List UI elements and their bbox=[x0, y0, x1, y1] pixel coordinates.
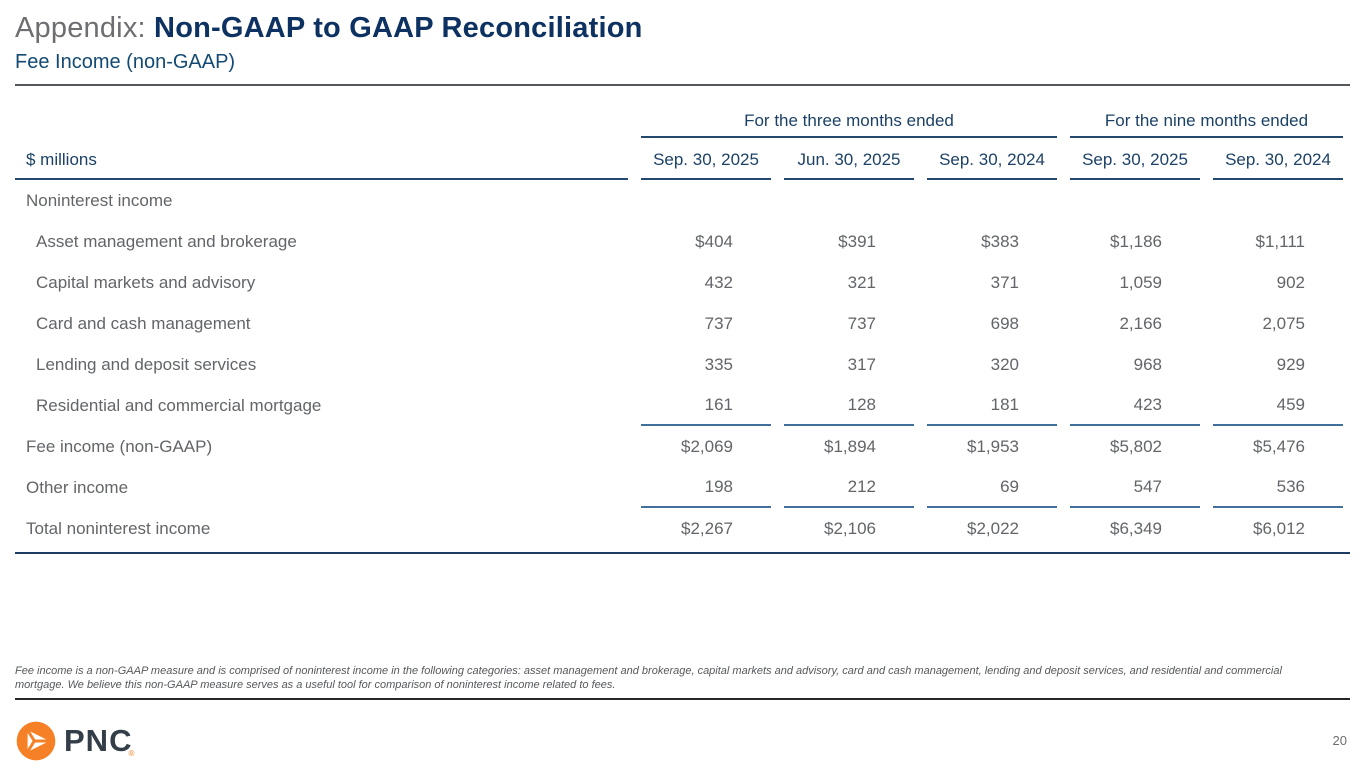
row-value: 2,166 bbox=[1119, 313, 1162, 333]
row-value: $2,106 bbox=[824, 518, 876, 538]
row-value: $5,802 bbox=[1110, 436, 1162, 456]
row-value bbox=[1070, 180, 1200, 221]
row-value: $2,267 bbox=[681, 518, 733, 538]
row-label: Other income bbox=[26, 477, 129, 497]
row-value: 2,075 bbox=[1262, 313, 1305, 333]
footnote-text: Fee income is a non-GAAP measure and is … bbox=[15, 665, 1282, 691]
row-value: 432 bbox=[704, 272, 733, 292]
row-value: 1,059 bbox=[1119, 272, 1162, 292]
row-value: $6,012 bbox=[1253, 518, 1305, 538]
table-row: Card and cash management 737 737 698 2,166 2,… bbox=[15, 303, 1350, 344]
row-value: 547 bbox=[1070, 467, 1200, 508]
page-title: Appendix: Non-GAAP to GAAP Reconciliatio… bbox=[15, 10, 1350, 46]
column-header: Jun. 30, 2025 bbox=[784, 138, 914, 180]
row-value: 128 bbox=[784, 385, 914, 426]
row-value: 321 bbox=[847, 272, 876, 292]
header-divider bbox=[15, 84, 1350, 86]
row-value: 737 bbox=[704, 313, 733, 333]
row-value: 317 bbox=[847, 354, 876, 374]
column-header: Sep. 30, 2025 bbox=[641, 138, 771, 180]
row-value: 698 bbox=[990, 313, 1019, 333]
row-value: $1,894 bbox=[824, 436, 876, 456]
row-value: 423 bbox=[1070, 385, 1200, 426]
slide-footer: PNC ® 20 bbox=[0, 713, 1365, 768]
row-value: $383 bbox=[981, 231, 1019, 251]
row-value: $1,953 bbox=[967, 436, 1019, 456]
row-value: 212 bbox=[784, 467, 914, 508]
slide-header: Appendix: Non-GAAP to GAAP Reconciliatio… bbox=[0, 0, 1365, 75]
table-row: Fee income (non-GAAP) $2,069 $1,894 $1,953 $… bbox=[15, 426, 1350, 467]
page-subtitle: Fee Income (non-GAAP) bbox=[15, 51, 236, 73]
page-title-main: Non-GAAP to GAAP Reconciliation bbox=[154, 12, 643, 44]
reconciliation-table: For the three months ended For the nine … bbox=[15, 102, 1350, 549]
table-row: Capital markets and advisory 432 321 371 1,0… bbox=[15, 262, 1350, 303]
row-value: 161 bbox=[641, 385, 771, 426]
row-value: 181 bbox=[927, 385, 1057, 426]
table-row: Asset management and brokerage $404 $391 $3… bbox=[15, 221, 1350, 262]
unit-label: $ millions bbox=[15, 138, 628, 180]
pnc-logo: PNC ® bbox=[15, 720, 134, 762]
row-value: $391 bbox=[838, 231, 876, 251]
row-value: $404 bbox=[695, 231, 733, 251]
table-row: Residential and commercial mortgage 161 12… bbox=[15, 385, 1350, 426]
row-value: 69 bbox=[927, 467, 1057, 508]
row-value: 198 bbox=[641, 467, 771, 508]
row-label: Residential and commercial mortgage bbox=[36, 395, 322, 415]
row-value: 335 bbox=[704, 354, 733, 374]
row-label: Fee income (non-GAAP) bbox=[26, 436, 213, 456]
row-value: 968 bbox=[1133, 354, 1162, 374]
row-value: 929 bbox=[1276, 354, 1305, 374]
column-header: Sep. 30, 2024 bbox=[1213, 138, 1343, 180]
row-value: 320 bbox=[990, 354, 1019, 374]
row-value: $1,186 bbox=[1110, 231, 1162, 251]
row-value bbox=[641, 180, 771, 221]
group-header-three-months: For the three months ended bbox=[641, 102, 1057, 138]
table-row: Lending and deposit services 335 317 320 968… bbox=[15, 344, 1350, 385]
row-value: 737 bbox=[847, 313, 876, 333]
registered-trademark-icon: ® bbox=[128, 748, 135, 758]
table-row: Noninterest income bbox=[15, 180, 1350, 221]
row-value bbox=[927, 180, 1057, 221]
row-value: $2,022 bbox=[967, 518, 1019, 538]
column-header: Sep. 30, 2025 bbox=[1070, 138, 1200, 180]
row-value: $1,111 bbox=[1255, 231, 1305, 251]
group-header-nine-months: For the nine months ended bbox=[1070, 102, 1343, 138]
row-value: 371 bbox=[990, 272, 1019, 292]
row-value: $2,069 bbox=[681, 436, 733, 456]
pnc-wordmark: PNC bbox=[64, 722, 133, 758]
row-label: Lending and deposit services bbox=[36, 354, 257, 374]
table-body: Noninterest income Asset management and b… bbox=[15, 180, 1350, 549]
table-group-header-row: For the three months ended For the nine … bbox=[15, 102, 1350, 138]
page-title-prefix: Appendix: bbox=[15, 12, 155, 44]
row-value bbox=[1213, 180, 1343, 221]
row-label: Card and cash management bbox=[36, 313, 251, 333]
table-row: Other income 198 212 69 547 536 bbox=[15, 467, 1350, 508]
row-value bbox=[784, 180, 914, 221]
footnote-divider bbox=[15, 698, 1350, 700]
row-label: Total noninterest income bbox=[26, 518, 211, 538]
table-bottom-divider bbox=[15, 552, 1350, 554]
page-number: 20 bbox=[1332, 733, 1347, 748]
row-label: Asset management and brokerage bbox=[36, 231, 297, 251]
group-header-spacer bbox=[15, 102, 628, 138]
table-column-header-row: $ millions Sep. 30, 2025 Jun. 30, 2025 S… bbox=[15, 138, 1350, 180]
row-value: 902 bbox=[1276, 272, 1305, 292]
table-row: Total noninterest income $2,267 $2,106 $2,0… bbox=[15, 508, 1350, 549]
row-value: $5,476 bbox=[1253, 436, 1305, 456]
row-label: Noninterest income bbox=[26, 190, 173, 210]
row-value: 459 bbox=[1213, 385, 1343, 426]
column-header: Sep. 30, 2024 bbox=[927, 138, 1057, 180]
pnc-triangle-icon bbox=[16, 721, 56, 760]
row-label: Capital markets and advisory bbox=[36, 272, 256, 292]
row-value: 536 bbox=[1213, 467, 1343, 508]
row-value: $6,349 bbox=[1110, 518, 1162, 538]
